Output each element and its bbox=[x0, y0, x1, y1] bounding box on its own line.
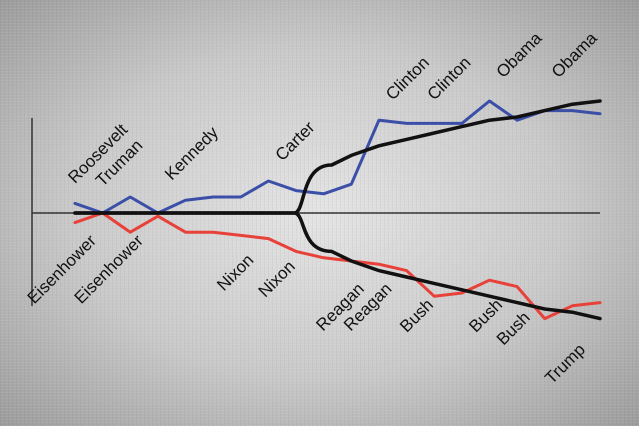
trend-upper-line bbox=[73, 99, 602, 215]
president-label-carter: Carter bbox=[272, 118, 319, 165]
president-label-nixon: Nixon bbox=[213, 250, 257, 294]
president-label-bush: Bush bbox=[396, 295, 437, 336]
republican-line bbox=[73, 211, 602, 321]
president-label-obama: Obama bbox=[548, 28, 601, 81]
trend-lower-line bbox=[73, 211, 602, 321]
president-label-obama: Obama bbox=[493, 28, 546, 81]
president-label-trump: Trump bbox=[541, 340, 589, 388]
president-label-kennedy: Kennedy bbox=[161, 123, 222, 184]
president-label-clinton: Clinton bbox=[382, 53, 433, 104]
president-label-clinton: Clinton bbox=[424, 53, 475, 104]
series-layer bbox=[73, 99, 602, 321]
president-label-nixon: Nixon bbox=[255, 257, 299, 301]
